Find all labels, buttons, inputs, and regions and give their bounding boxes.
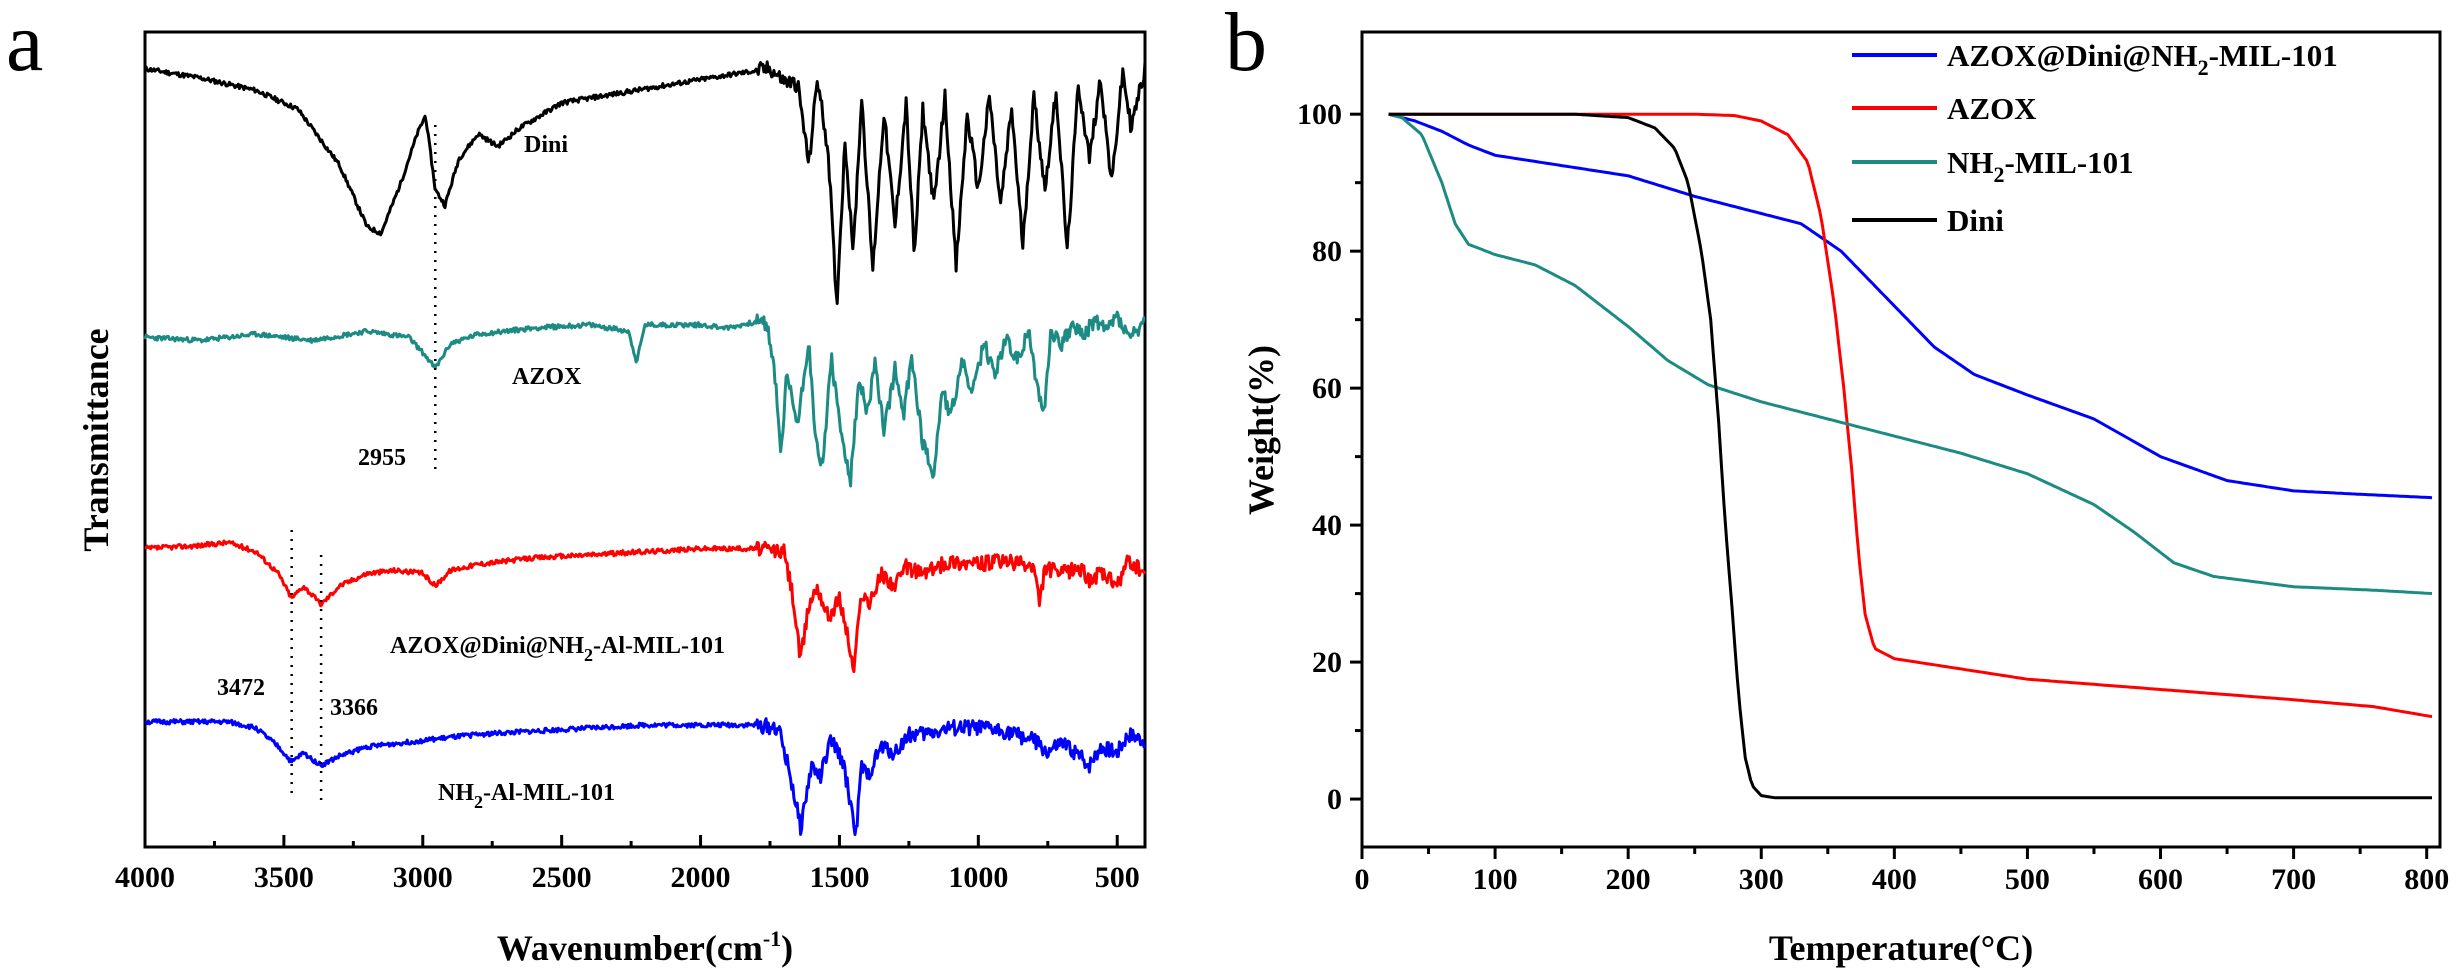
series-line-nh2-mil-101: [1388, 112, 2433, 595]
panel-a-plot-frame: [143, 30, 1147, 849]
panel-a-guide-lines: [290, 125, 437, 800]
legend-label-nh2-mil-101: NH2-MIL-101: [1947, 145, 2134, 187]
panel-a-ftir-chart: a 4000 3500 3000 2500 2000 1500 1000 500 Dini A…: [6, 0, 1147, 968]
panel-b-series-group: [1388, 112, 2433, 800]
x-tick-label-600: 600: [2138, 863, 2183, 896]
series-line-dini: [143, 60, 1147, 305]
annotation-2955: 2955: [358, 445, 406, 471]
x-tick-label-500: 500: [2005, 863, 2050, 896]
series-line-azox-dini-nh2-mil-101: [1388, 112, 2433, 500]
x-tick-label-300: 300: [1739, 863, 1784, 896]
x-tick-label-2500: 2500: [532, 861, 592, 894]
x-tick-label-400: 400: [1872, 863, 1917, 896]
y-tick-label-100: 100: [1297, 98, 1342, 131]
x-tick-label-1000: 1000: [948, 861, 1008, 894]
label-nh2-al-mil-101: NH2-Al-MIL-101: [438, 780, 615, 812]
x-tick-label-700: 700: [2271, 863, 2316, 896]
x-tick-label-500: 500: [1095, 861, 1140, 894]
x-tick-label-2000: 2000: [671, 861, 731, 894]
panel-b-y-axis-title: Weight(%): [1241, 345, 1281, 515]
y-tick-label-0: 0: [1327, 783, 1342, 816]
series-line-dini: [1388, 112, 2432, 800]
label-azox: AZOX: [512, 364, 582, 390]
y-tick-label-20: 20: [1312, 646, 1342, 679]
panel-b-legend: AZOX@Dini@NH2-MIL-101 AZOX NH2-MIL-101 D…: [1852, 38, 2338, 238]
series-line-azox-dini-nh2-al-mil-101: [144, 539, 1147, 674]
panel-a-y-axis-title: Transmittance: [76, 328, 116, 551]
x-tick-label-200: 200: [1606, 863, 1651, 896]
panel-b-tga-chart: b 0 100 200 300 400 500 600 700 800020406080100 …: [1225, 0, 2449, 968]
x-tick-label-3000: 3000: [393, 861, 453, 894]
panel-letter-b: b: [1225, 0, 1267, 89]
panel-b-plot-frame: [1360, 30, 2442, 849]
x-tick-label-0: 0: [1355, 863, 1370, 896]
x-tick-label-800: 800: [2404, 863, 2449, 896]
label-azox-dini-nh2-al-mil-101: AZOX@Dini@NH2-Al-MIL-101: [390, 633, 725, 665]
series-line-nh2-al-mil-101: [144, 717, 1147, 837]
x-tick-label-100: 100: [1473, 863, 1518, 896]
x-tick-label-1500: 1500: [809, 861, 869, 894]
y-tick-label-60: 60: [1312, 372, 1342, 405]
panel-a-x-ticks: 4000 3500 3000 2500 2000 1500 1000 500: [115, 835, 1140, 894]
series-line-azox: [143, 310, 1146, 488]
annotation-3472: 3472: [217, 675, 265, 701]
x-tick-label-4000: 4000: [115, 861, 175, 894]
legend-label-azox: AZOX: [1947, 91, 2037, 126]
series-line-azox: [1388, 112, 2433, 719]
annotation-3366: 3366: [330, 695, 378, 721]
panel-a-x-axis-title: Wavenumber(cm-1): [497, 926, 793, 968]
legend-label-azox-dini-nh2-mil-101: AZOX@Dini@NH2-MIL-101: [1947, 38, 2338, 80]
y-tick-label-80: 80: [1312, 235, 1342, 268]
legend-label-dini: Dini: [1947, 203, 2004, 238]
label-dini: Dini: [524, 132, 568, 158]
panel-b-x-axis-title: Temperature(°C): [1769, 928, 2033, 968]
panel-a-series-group: [143, 60, 1147, 837]
x-tick-label-3500: 3500: [254, 861, 314, 894]
panel-a-series-labels: Dini AZOX AZOX@Dini@NH2-Al-MIL-101 NH2-A…: [217, 132, 725, 812]
panel-b-axis-ticks: 0 100 200 300 400 500 600 700 800 0 20 40 60 80 100: [1297, 98, 2449, 896]
panel-letter-a: a: [6, 0, 43, 89]
y-tick-label-40: 40: [1312, 509, 1342, 542]
